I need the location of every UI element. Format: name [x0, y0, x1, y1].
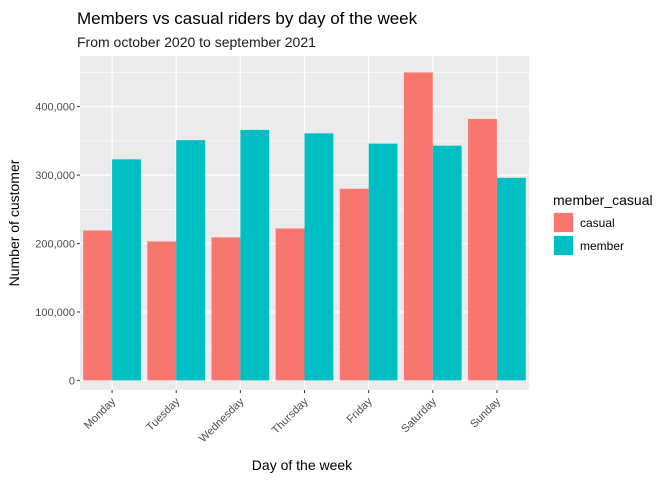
y-tick-label: 400,000: [35, 102, 75, 114]
y-tick-label: 300,000: [35, 170, 75, 182]
y-tick-label: 200,000: [35, 239, 75, 251]
x-tick-label: Saturday: [399, 395, 439, 435]
legend-key-member: [554, 236, 573, 255]
x-tick-label: Friday: [345, 395, 375, 425]
legend-key-casual: [554, 213, 573, 232]
bar-casual-sunday: [468, 118, 497, 381]
x-tick-label: Monday: [82, 395, 119, 432]
y-tick-label: 0: [69, 375, 75, 387]
bar-casual-thursday: [275, 228, 305, 381]
bar-casual-friday: [339, 188, 369, 381]
bar-casual-saturday: [403, 72, 433, 381]
y-axis: 0 100,000 200,000 300,000 400,000: [35, 102, 80, 387]
bar-member-thursday: [304, 133, 334, 381]
legend-title: member_casual: [553, 192, 653, 208]
bar-member-tuesday: [176, 140, 206, 381]
bar-casual-wednesday: [211, 237, 241, 381]
x-tick-label: Wednesday: [197, 395, 247, 445]
x-tick-label: Thursday: [270, 395, 311, 436]
chart-title: Members vs casual riders by day of the w…: [77, 9, 418, 28]
bar-member-friday: [368, 143, 398, 381]
x-tick-label: Sunday: [468, 395, 503, 430]
x-axis: Monday Tuesday Wednesday Thursday Friday Satu…: [82, 390, 503, 445]
y-axis-title: Number of customer: [6, 159, 22, 286]
x-tick-label: Tuesday: [144, 395, 182, 433]
x-axis-title: Day of the week: [252, 457, 353, 473]
bar-member-wednesday: [240, 129, 270, 381]
bar-casual-monday: [83, 230, 113, 381]
bar-member-saturday: [432, 145, 462, 381]
bar-member-monday: [112, 159, 141, 381]
legend: member_casual casual member: [553, 192, 653, 256]
bar-casual-tuesday: [147, 241, 177, 381]
legend-label-casual: casual: [580, 216, 615, 230]
legend-label-member: member: [580, 239, 624, 253]
y-tick-label: 100,000: [35, 307, 75, 319]
bars: [83, 72, 526, 381]
bar-member-sunday: [496, 177, 526, 381]
chart-subtitle: From october 2020 to september 2021: [77, 34, 316, 50]
